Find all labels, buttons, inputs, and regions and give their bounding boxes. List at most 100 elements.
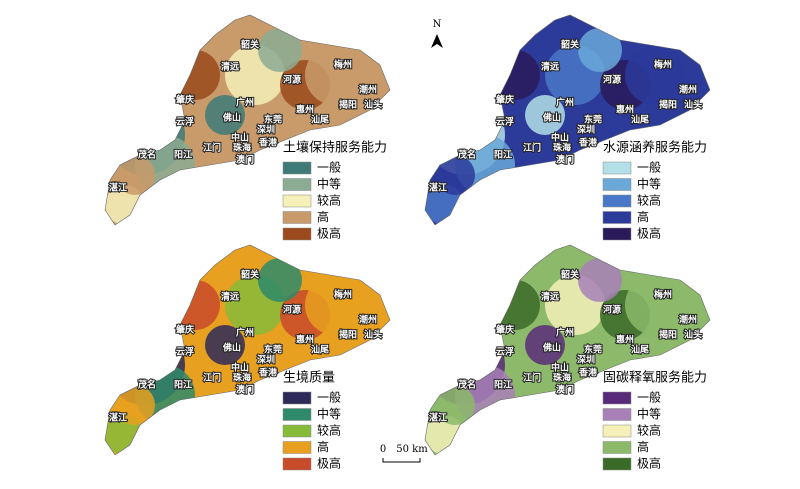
city-label: 潮州 <box>359 314 377 326</box>
legend-swatch <box>602 441 632 454</box>
city-label: 汕头 <box>364 99 382 111</box>
region-patch <box>625 45 685 105</box>
city-label: 揭阳 <box>659 329 677 341</box>
region-patch <box>490 280 540 330</box>
legend-label: 较高 <box>317 193 341 208</box>
city-label: 佛山 <box>542 342 561 354</box>
city-label: 揭阳 <box>339 99 357 111</box>
city-label: 肇庆 <box>496 94 514 106</box>
legend-label: 中等 <box>637 406 661 421</box>
legend-label: 较高 <box>637 193 661 208</box>
city-label: 香港 <box>258 367 278 379</box>
legend-label: 高 <box>637 439 649 454</box>
legend-swatch <box>282 408 312 421</box>
city-label: 湛江 <box>109 182 127 194</box>
legend-title: 生境质量 <box>283 371 335 386</box>
city-label: 香港 <box>578 367 598 379</box>
city-label: 澳门 <box>556 384 574 396</box>
region-patch <box>435 385 475 425</box>
city-label: 澳门 <box>236 384 254 396</box>
legend-swatch <box>282 161 312 175</box>
legend-swatch <box>282 211 312 224</box>
region-patch <box>435 155 475 195</box>
city-label: 澳门 <box>556 154 574 166</box>
legend-swatch <box>282 441 312 454</box>
city-label: 潮州 <box>679 84 697 96</box>
city-label: 惠州 <box>616 104 634 116</box>
city-label: 香港 <box>258 137 278 149</box>
city-label: 汕头 <box>684 329 702 341</box>
city-label: 梅州 <box>654 59 672 71</box>
city-label: 东莞 <box>584 114 602 126</box>
region-patch <box>205 95 245 135</box>
region-patch <box>578 258 622 302</box>
legend-swatch <box>602 211 632 224</box>
city-label: 澳门 <box>236 154 254 166</box>
city-label: 江门 <box>523 372 541 384</box>
scale-zero: 0 <box>380 444 386 455</box>
city-label: 云浮 <box>176 116 194 128</box>
city-label: 中山 <box>551 132 569 144</box>
city-label: 汕尾 <box>311 114 329 126</box>
region-patch <box>258 258 302 302</box>
legend-title: 土壤保持服务能力 <box>283 140 387 156</box>
city-label: 江门 <box>203 142 221 154</box>
city-label: 深圳 <box>577 354 595 366</box>
region-outline <box>424 14 711 226</box>
city-label: 茂名 <box>137 379 156 391</box>
city-label: 东莞 <box>584 344 602 356</box>
city-label: 佛山 <box>222 112 241 124</box>
city-label: 汕尾 <box>311 344 329 356</box>
legend-label: 一般 <box>637 160 661 175</box>
city-label: 惠州 <box>296 104 314 116</box>
city-label: 深圳 <box>577 124 595 136</box>
city-label: 东莞 <box>264 344 282 356</box>
city-label: 汕头 <box>684 99 702 111</box>
legend-swatch <box>602 391 632 405</box>
city-label: 江门 <box>523 142 541 154</box>
city-label: 阳江 <box>494 149 512 161</box>
region-patch <box>625 275 685 335</box>
legend-label: 较高 <box>317 423 341 438</box>
region-patch <box>258 28 302 72</box>
legend-swatch <box>602 457 632 471</box>
region-patch <box>115 385 155 425</box>
legend-title: 固碳释氧服务能力 <box>603 370 707 386</box>
city-label: 湛江 <box>109 412 127 424</box>
city-label: 阳江 <box>494 379 512 391</box>
legend-label: 中等 <box>637 176 661 191</box>
city-label: 惠州 <box>296 334 314 346</box>
legend-label: 极高 <box>637 456 661 471</box>
city-label: 河源 <box>603 304 621 316</box>
region-patch <box>305 275 365 335</box>
legend-swatch <box>282 457 312 471</box>
region-patch <box>170 50 220 100</box>
city-label: 中山 <box>231 362 249 374</box>
city-label: 韶关 <box>241 269 259 281</box>
city-label: 佛山 <box>542 112 561 124</box>
city-label: 中山 <box>231 132 249 144</box>
city-label: 清远 <box>541 61 560 73</box>
city-label: 云浮 <box>496 116 514 128</box>
city-label: 广州 <box>236 97 254 109</box>
city-label: 惠州 <box>616 334 634 346</box>
city-label: 珠海 <box>233 142 251 154</box>
legend-label: 极高 <box>317 456 341 471</box>
city-label: 揭阳 <box>659 99 677 111</box>
city-label: 珠海 <box>553 372 571 384</box>
city-label: 深圳 <box>257 354 275 366</box>
region-outline <box>424 244 711 456</box>
legend-swatch <box>602 194 632 208</box>
region-outline <box>104 14 391 226</box>
legend-label: 中等 <box>317 406 341 421</box>
scale-length: 50 km <box>396 444 428 455</box>
legend-title: 水源涵养服务能力 <box>603 140 707 156</box>
city-label: 汕尾 <box>631 114 649 126</box>
city-label: 中山 <box>551 362 569 374</box>
city-label: 阳江 <box>174 149 192 161</box>
city-label: 肇庆 <box>176 94 194 106</box>
legend-label: 一般 <box>317 160 341 175</box>
